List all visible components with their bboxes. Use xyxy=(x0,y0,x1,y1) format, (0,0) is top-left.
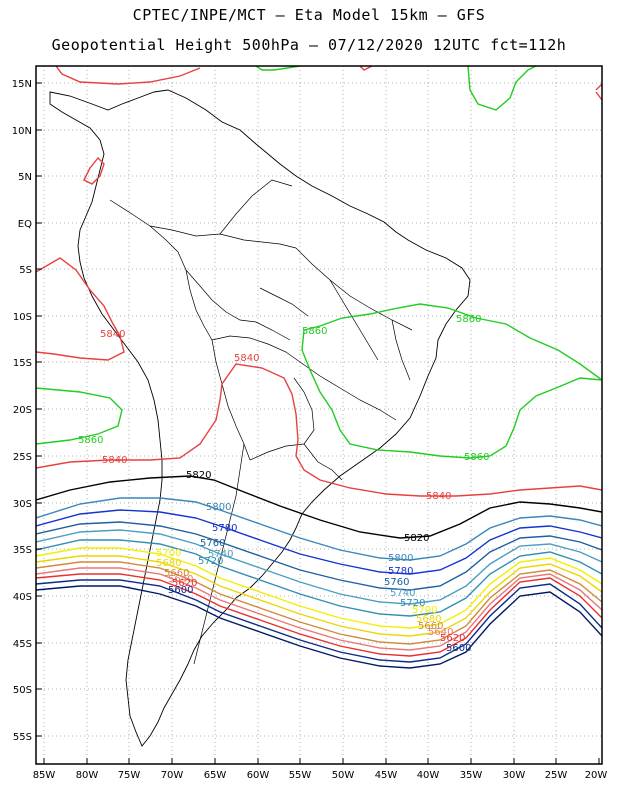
contour-5800 xyxy=(36,497,602,561)
contour-5860-west xyxy=(36,387,123,445)
contour-5840-ne xyxy=(359,66,373,71)
lat-label: 45S xyxy=(13,639,32,650)
contour-5620 xyxy=(36,573,602,657)
contour-5840-ecuador xyxy=(83,156,105,185)
contour-label: 5780 xyxy=(212,523,237,534)
contour-label: 5840 xyxy=(234,353,259,364)
lat-label: 15N xyxy=(12,79,32,90)
contour-5780 xyxy=(36,509,602,575)
contour-label: 5860 xyxy=(78,435,103,446)
lon-label: 35W xyxy=(460,770,483,781)
map-frame xyxy=(35,65,603,765)
contour-5860-north xyxy=(255,66,301,71)
lat-label: 40S xyxy=(13,592,32,603)
contour-5600 xyxy=(36,579,602,663)
lon-label: 25W xyxy=(545,770,568,781)
lat-label: 5S xyxy=(19,265,32,276)
graticule xyxy=(36,66,602,764)
contour-5840-west xyxy=(36,257,125,361)
contour-5700 xyxy=(36,547,602,629)
lat-label: 30S xyxy=(13,499,32,510)
contour-5720 xyxy=(36,539,602,617)
contour-label: 5840 xyxy=(100,329,125,340)
contour-label: 5780 xyxy=(388,566,413,577)
south-america-coastline xyxy=(49,89,471,747)
contour-5860-sa xyxy=(301,329,602,459)
lat-label: 10N xyxy=(12,126,32,137)
lat-label: 35S xyxy=(13,545,32,556)
contour-label: 5720 xyxy=(198,556,223,567)
contour-label: 5760 xyxy=(384,577,409,588)
lat-label: 10S xyxy=(13,312,32,323)
lon-label: 80W xyxy=(76,770,99,781)
contour-label: 5740 xyxy=(390,588,415,599)
contour-5640 xyxy=(36,567,602,651)
contour-label: 5680 xyxy=(156,558,181,569)
lat-label: 55S xyxy=(13,732,32,743)
axis-ticks xyxy=(36,82,600,764)
contour-label: 5820 xyxy=(186,470,211,481)
contour-5860-ne xyxy=(467,66,537,111)
contour-5660 xyxy=(36,561,602,645)
lon-label: 30W xyxy=(503,770,526,781)
lon-label: 40W xyxy=(417,770,440,781)
lon-label: 70W xyxy=(161,770,184,781)
lon-label: 65W xyxy=(204,770,227,781)
contour-label: 5860 xyxy=(464,452,489,463)
contour-label: 5600 xyxy=(446,643,471,654)
contour-5840-south xyxy=(36,363,602,497)
contour-label: 5640 xyxy=(428,627,453,638)
contour-label: 5660 xyxy=(164,568,189,579)
contour-label: 5800 xyxy=(206,502,231,513)
contour-label: 5620 xyxy=(440,633,465,644)
lon-label: 50W xyxy=(332,770,355,781)
lat-label: 5N xyxy=(18,172,32,183)
contour-label: 5680 xyxy=(416,614,441,625)
contour-label: 5760 xyxy=(200,538,225,549)
contour-5820 xyxy=(36,475,602,539)
lon-label: 75W xyxy=(118,770,141,781)
contour-5760 xyxy=(36,521,602,591)
contour-label: 5840 xyxy=(102,455,127,466)
contour-label: 5660 xyxy=(418,621,443,632)
contour-label: 5860 xyxy=(302,326,327,337)
title-line-1: CPTEC/INPE/MCT – Eta Model 15km – GFS xyxy=(132,6,486,24)
contour-label: 5800 xyxy=(388,553,413,564)
lat-label: 25S xyxy=(13,452,32,463)
contour-label: 5700 xyxy=(412,605,437,616)
lon-label: 45W xyxy=(375,770,398,781)
lat-label: 20S xyxy=(13,405,32,416)
contour-label: 5620 xyxy=(172,578,197,589)
contour-label: 5860 xyxy=(456,314,481,325)
height-contours xyxy=(36,66,602,669)
lon-label: 85W xyxy=(33,770,56,781)
title-line-2: Geopotential Height 500hPa – 07/12/2020 … xyxy=(51,36,567,54)
lon-label: 55W xyxy=(289,770,312,781)
contour-5580 xyxy=(36,585,602,669)
lat-label: EQ xyxy=(18,219,32,230)
contour-label: 5700 xyxy=(156,548,181,559)
lat-label: 50S xyxy=(13,685,32,696)
contour-5680 xyxy=(36,555,602,637)
contour-5840-north xyxy=(55,66,201,85)
lat-label: 15S xyxy=(13,358,32,369)
contour-label: 5740 xyxy=(208,549,233,560)
contour-label: 5640 xyxy=(168,574,193,585)
contour-label: 5820 xyxy=(404,533,429,544)
contour-5740 xyxy=(36,529,602,605)
lon-label: 60W xyxy=(247,770,270,781)
contour-label: 5600 xyxy=(168,585,193,596)
contour-label: 5840 xyxy=(426,491,451,502)
country-borders xyxy=(109,179,413,665)
lon-label: 20W xyxy=(585,770,608,781)
contour-label: 5720 xyxy=(400,598,425,609)
contour-5860-sa-top xyxy=(303,303,602,381)
contour-5840-east xyxy=(595,83,602,101)
